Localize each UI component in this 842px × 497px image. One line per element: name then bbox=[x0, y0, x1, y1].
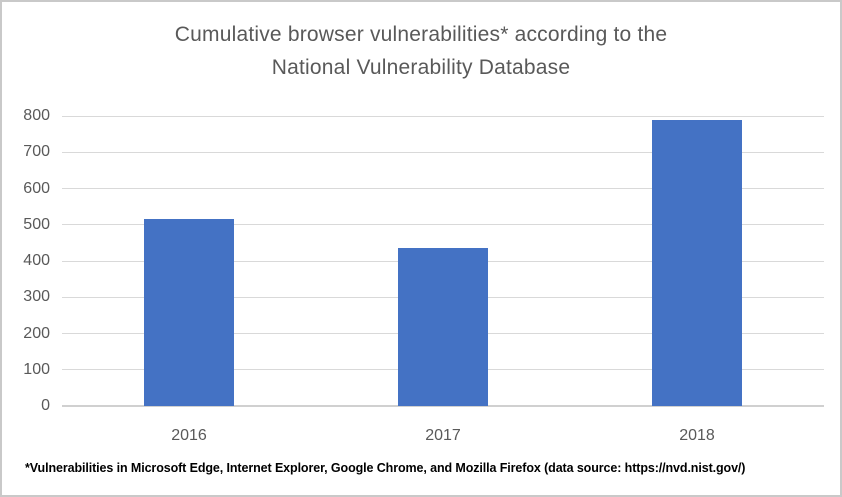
y-tick-label-600: 600 bbox=[23, 179, 50, 197]
gridline-700 bbox=[62, 151, 824, 153]
y-tick-label-700: 700 bbox=[23, 143, 50, 161]
chart-title-line-1: Cumulative browser vulnerabilities* acco… bbox=[174, 23, 668, 46]
y-tick-label-400: 400 bbox=[23, 252, 50, 269]
x-tick-label-2016: 2016 bbox=[171, 427, 207, 444]
y-tick-label-100: 100 bbox=[23, 360, 50, 378]
y-tick-label-500: 500 bbox=[23, 215, 50, 233]
x-tick-label-2018: 2018 bbox=[679, 427, 715, 444]
bar-2017 bbox=[398, 248, 488, 406]
footnote: *Vulnerabilities in Microsoft Edge, Inte… bbox=[25, 461, 746, 475]
y-tick-label-200: 200 bbox=[23, 324, 50, 342]
bar-2016 bbox=[144, 219, 234, 406]
x-tick-label-2017: 2017 bbox=[425, 427, 461, 444]
gridline-600 bbox=[62, 188, 824, 189]
gridline-500 bbox=[62, 224, 824, 226]
chart-title: Cumulative browser vulnerabilities* acco… bbox=[2, 18, 840, 84]
y-tick-label-0: 0 bbox=[41, 397, 50, 414]
bar-2018 bbox=[652, 119, 742, 406]
x-axis-line bbox=[62, 405, 824, 407]
y-tick-label-300: 300 bbox=[23, 288, 50, 306]
chart-title-line-2: National Vulnerability Database bbox=[271, 56, 571, 79]
y-tick-label-800: 800 bbox=[23, 107, 50, 124]
gridline-800 bbox=[62, 115, 824, 117]
